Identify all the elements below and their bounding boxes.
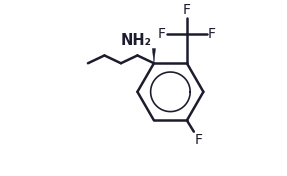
Text: F: F (208, 27, 216, 41)
Text: F: F (158, 27, 166, 41)
Text: F: F (183, 3, 191, 17)
Text: F: F (195, 133, 203, 147)
Text: NH₂: NH₂ (120, 33, 151, 48)
Polygon shape (152, 49, 156, 63)
